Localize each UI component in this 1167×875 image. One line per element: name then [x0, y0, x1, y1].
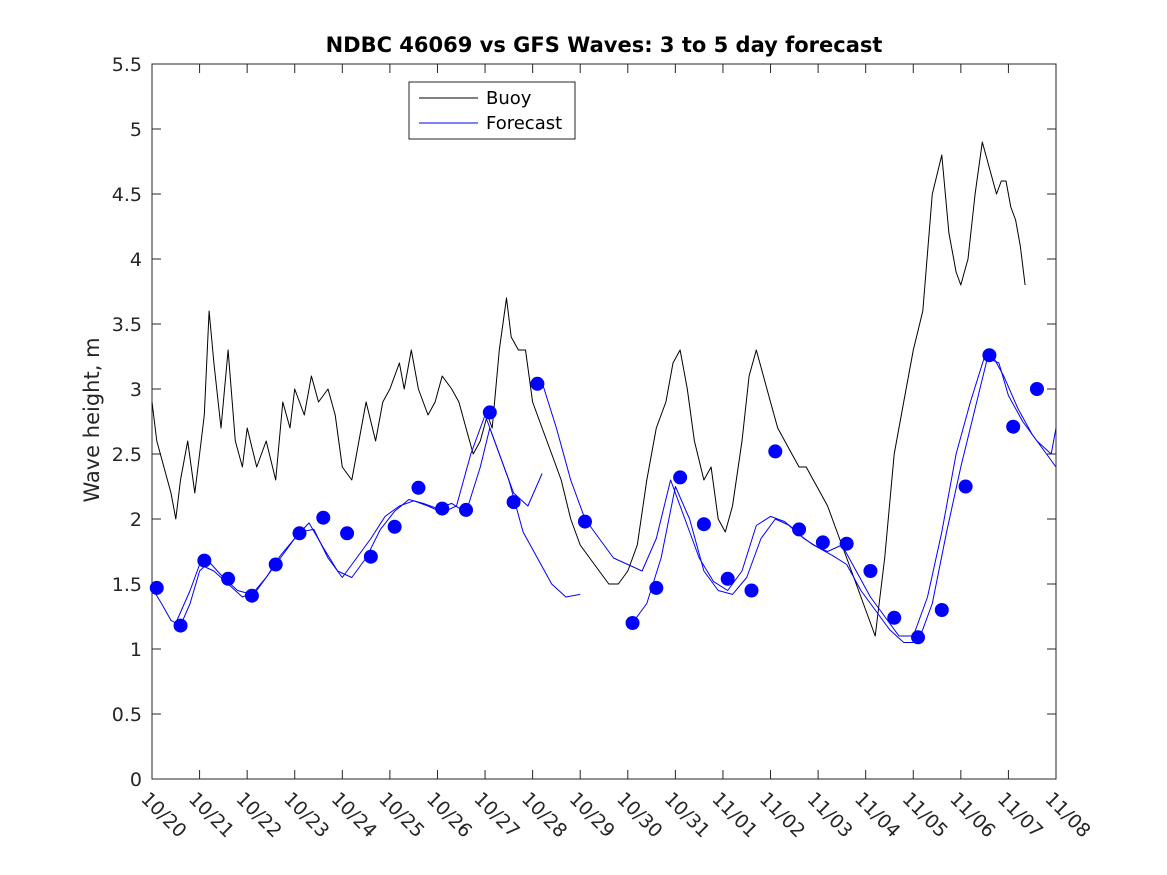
series-line-buoy	[151, 141, 1026, 637]
forecast-marker	[221, 571, 236, 586]
forecast-marker	[316, 510, 331, 525]
forecast-marker	[863, 564, 878, 578]
forecast-marker	[387, 519, 402, 534]
forecast-marker	[958, 479, 973, 494]
y-axis-label: Wave height, m	[80, 337, 104, 502]
forecast-marker	[768, 444, 783, 459]
forecast-marker	[1006, 419, 1021, 434]
forecast-marker	[839, 536, 854, 551]
forecast-marker	[197, 553, 212, 568]
forecast-marker	[982, 348, 997, 363]
y-tick-label: 5.5	[112, 54, 142, 76]
forecast-marker	[649, 580, 664, 595]
forecast-marker	[1029, 382, 1044, 396]
y-tick-label: 4	[130, 249, 142, 271]
forecast-marker	[363, 549, 378, 564]
series-line-forecast	[175, 414, 581, 624]
y-tick-label: 2	[130, 509, 142, 531]
y-tick-label: 1.5	[112, 574, 142, 596]
forecast-marker	[149, 580, 164, 595]
forecast-marker	[530, 376, 545, 391]
chart-title: NDBC 46069 vs GFS Waves: 3 to 5 day fore…	[326, 33, 883, 57]
legend-label-forecast: Forecast	[486, 113, 562, 134]
forecast-marker	[459, 502, 474, 517]
legend: Buoy Forecast	[408, 81, 576, 140]
forecast-marker	[911, 630, 926, 645]
forecast-marker	[411, 480, 426, 495]
y-tick-label: 5	[130, 119, 142, 141]
y-tick-label: 3.5	[112, 314, 142, 336]
forecast-marker	[744, 583, 759, 598]
forecast-marker	[435, 501, 450, 516]
forecast-marker	[934, 603, 949, 617]
y-tick-label: 2.5	[112, 444, 142, 466]
legend-label-buoy: Buoy	[486, 88, 532, 109]
forecast-marker	[696, 517, 711, 532]
y-tick-label: 1	[130, 639, 142, 661]
forecast-marker	[268, 557, 283, 572]
series-layer	[151, 141, 1057, 643]
y-tick-label: 4.5	[112, 184, 142, 206]
forecast-marker	[173, 618, 188, 633]
marker-layer	[149, 348, 1044, 645]
y-tick-label: 0.5	[112, 704, 142, 726]
forecast-marker	[625, 616, 640, 630]
forecast-marker	[887, 610, 902, 625]
forecast-marker	[292, 526, 307, 541]
forecast-marker	[506, 495, 521, 510]
forecast-marker	[244, 588, 259, 603]
forecast-marker	[340, 526, 355, 541]
y-tick-label: 0	[130, 769, 142, 791]
plot-area	[151, 63, 1057, 780]
forecast-marker	[815, 535, 830, 550]
forecast-marker	[720, 571, 735, 586]
y-tick-label: 3	[130, 379, 142, 401]
forecast-marker	[482, 405, 497, 420]
forecast-marker	[673, 470, 688, 485]
forecast-marker	[577, 514, 592, 529]
legend-box	[408, 81, 576, 140]
forecast-marker	[792, 522, 807, 537]
